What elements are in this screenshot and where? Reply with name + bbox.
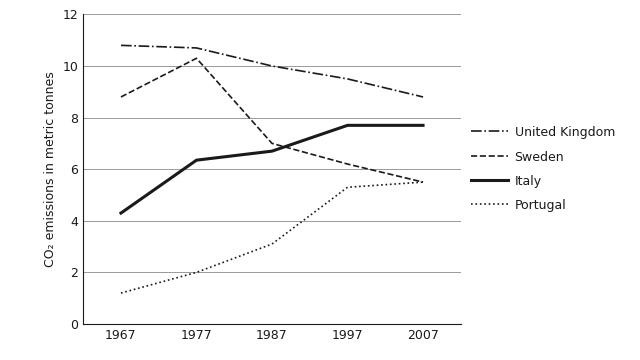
Italy [268,149,276,153]
Line: Italy: Italy [121,125,423,213]
Italy [193,158,200,162]
Portugal [419,180,427,184]
Sweden [419,180,427,184]
Sweden [268,141,276,145]
Italy [344,123,351,127]
Portugal [193,270,200,275]
Sweden [344,162,351,166]
United Kingdom [344,77,351,81]
Y-axis label: CO₂ emissions in metric tonnes: CO₂ emissions in metric tonnes [44,71,57,267]
Sweden [117,95,125,99]
Line: United Kingdom: United Kingdom [121,45,423,97]
Line: Portugal: Portugal [121,182,423,293]
United Kingdom [117,43,125,48]
United Kingdom [419,95,427,99]
Italy [117,211,125,215]
United Kingdom [193,46,200,50]
United Kingdom [268,64,276,68]
Line: Sweden: Sweden [121,58,423,182]
Portugal [344,185,351,189]
Sweden [193,56,200,60]
Italy [419,123,427,127]
Portugal [268,242,276,246]
Portugal [117,291,125,295]
Legend: United Kingdom, Sweden, Italy, Portugal: United Kingdom, Sweden, Italy, Portugal [471,126,615,212]
